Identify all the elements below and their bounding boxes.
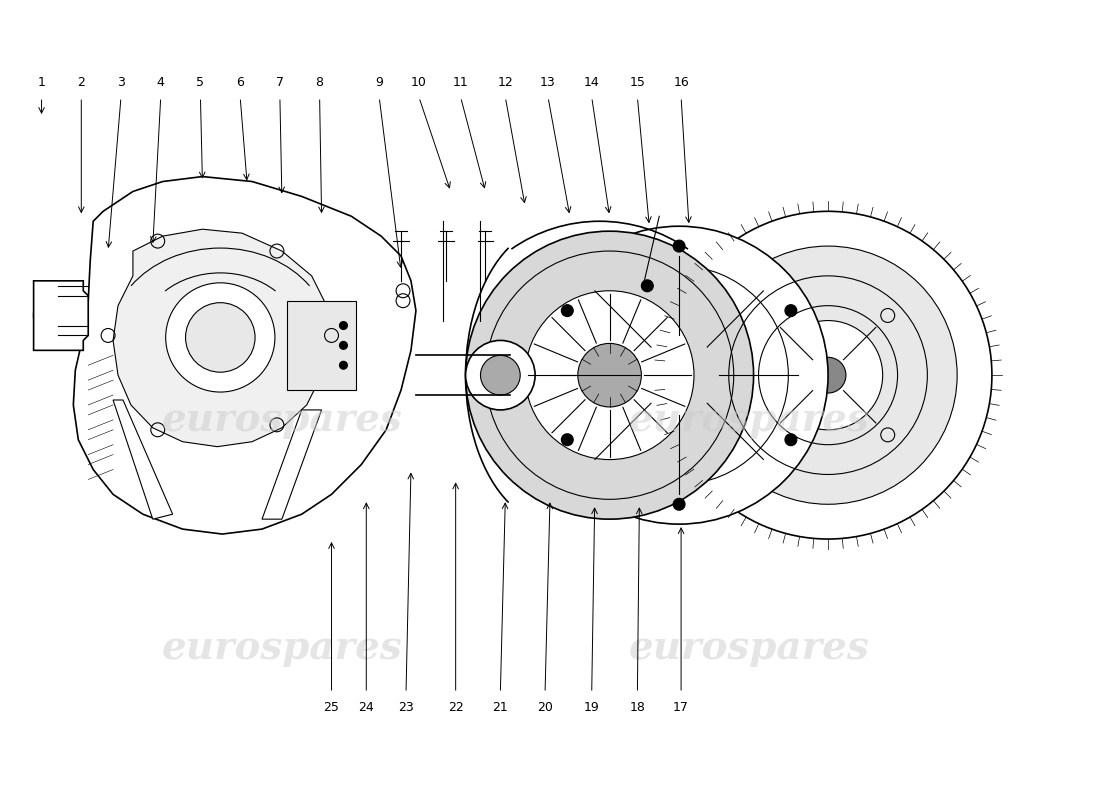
- Circle shape: [166, 283, 275, 392]
- Circle shape: [811, 358, 846, 393]
- Circle shape: [639, 335, 718, 415]
- Text: 14: 14: [584, 76, 600, 89]
- Text: 4: 4: [157, 76, 165, 89]
- Text: 8: 8: [316, 76, 323, 89]
- Text: 16: 16: [673, 76, 689, 89]
- Circle shape: [664, 360, 694, 390]
- Text: 5: 5: [197, 76, 205, 89]
- Polygon shape: [113, 400, 173, 519]
- Text: 20: 20: [537, 702, 553, 714]
- Text: eurospares: eurospares: [628, 401, 869, 439]
- Text: eurospares: eurospares: [162, 401, 403, 439]
- Circle shape: [34, 290, 84, 341]
- Polygon shape: [34, 281, 88, 350]
- Text: 15: 15: [629, 76, 646, 89]
- Polygon shape: [113, 229, 330, 446]
- Circle shape: [561, 305, 573, 317]
- Polygon shape: [74, 177, 416, 534]
- Text: eurospares: eurospares: [162, 630, 403, 667]
- Circle shape: [773, 321, 882, 430]
- Circle shape: [673, 498, 685, 510]
- Text: eurospares: eurospares: [628, 630, 869, 667]
- Text: 2: 2: [77, 76, 85, 89]
- Text: 13: 13: [540, 76, 556, 89]
- Circle shape: [525, 290, 694, 459]
- Circle shape: [641, 280, 653, 292]
- Text: 7: 7: [276, 76, 284, 89]
- Circle shape: [664, 211, 992, 539]
- Circle shape: [465, 341, 535, 410]
- Circle shape: [673, 240, 685, 252]
- Text: 19: 19: [584, 702, 600, 714]
- FancyBboxPatch shape: [287, 301, 356, 390]
- Circle shape: [698, 246, 957, 504]
- Text: 6: 6: [236, 76, 244, 89]
- Circle shape: [481, 355, 520, 395]
- Text: 11: 11: [453, 76, 469, 89]
- Text: 23: 23: [398, 702, 414, 714]
- Circle shape: [465, 231, 754, 519]
- Text: 17: 17: [673, 702, 689, 714]
- Circle shape: [340, 362, 348, 370]
- Circle shape: [340, 322, 348, 330]
- Circle shape: [186, 302, 255, 372]
- Circle shape: [561, 434, 573, 446]
- Text: 1: 1: [37, 76, 45, 89]
- Circle shape: [578, 343, 641, 407]
- Text: 10: 10: [411, 76, 427, 89]
- Circle shape: [785, 305, 796, 317]
- Text: 21: 21: [493, 702, 508, 714]
- Text: 12: 12: [497, 76, 514, 89]
- Text: 22: 22: [448, 702, 463, 714]
- Text: 24: 24: [359, 702, 374, 714]
- Circle shape: [530, 226, 828, 524]
- Polygon shape: [262, 410, 321, 519]
- Text: 9: 9: [375, 76, 383, 89]
- Text: 18: 18: [629, 702, 646, 714]
- Circle shape: [340, 342, 348, 350]
- Text: 25: 25: [323, 702, 340, 714]
- Text: 3: 3: [117, 76, 125, 89]
- Circle shape: [785, 434, 796, 446]
